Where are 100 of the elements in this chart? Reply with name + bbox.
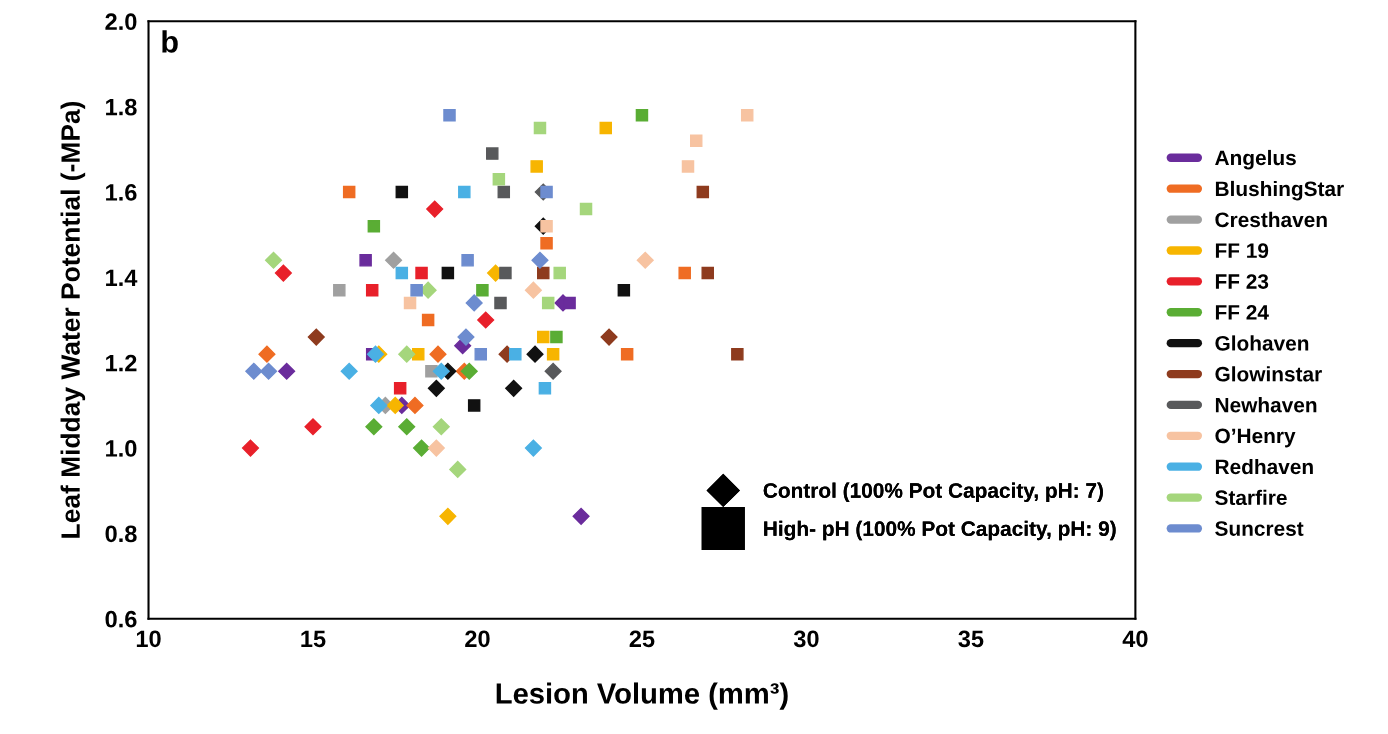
point xyxy=(432,362,450,380)
legend-label: Cresthaven xyxy=(1215,211,1327,228)
point xyxy=(342,185,356,199)
point xyxy=(544,362,562,380)
point xyxy=(333,283,346,297)
legend-label: FF 19 xyxy=(1215,243,1269,259)
point xyxy=(398,418,416,436)
point xyxy=(258,345,276,363)
y-tick-label: 0.6 xyxy=(105,610,137,628)
legend-label: Suncrest xyxy=(1215,521,1304,536)
annotation: Control (100% Pot Capacity, pH: 7) xyxy=(763,482,1103,502)
point xyxy=(415,266,428,280)
point xyxy=(395,185,409,199)
legend-label: O’Henry xyxy=(1215,428,1296,448)
point xyxy=(537,266,550,280)
legend-label: Angelus xyxy=(1215,149,1296,170)
y-tick-label: 2.0 xyxy=(105,13,137,31)
point xyxy=(540,185,553,199)
point xyxy=(260,362,278,380)
x-tick-label: 35 xyxy=(958,630,984,648)
point xyxy=(421,313,435,327)
point xyxy=(245,362,263,380)
x-axis-title: Lesion Volume (mm³) xyxy=(496,682,788,710)
point xyxy=(427,379,445,397)
annotation: High- pH (100% Pot Capacity, pH: 9) xyxy=(764,520,1116,541)
point xyxy=(689,134,703,148)
point xyxy=(486,147,499,160)
point xyxy=(550,330,563,344)
y-tick-label: 1.2 xyxy=(106,354,137,372)
point xyxy=(439,507,457,525)
point xyxy=(740,108,754,122)
point xyxy=(533,121,547,135)
point xyxy=(540,219,553,233)
point xyxy=(524,439,542,457)
point xyxy=(359,254,372,267)
x-tick-label: 10 xyxy=(136,630,161,648)
point xyxy=(340,362,358,380)
point xyxy=(412,347,425,361)
point xyxy=(530,160,543,173)
point xyxy=(731,347,744,361)
legend-label: Starfire xyxy=(1215,489,1287,506)
legend-label: Glohaven xyxy=(1215,335,1309,351)
point xyxy=(467,399,481,412)
point xyxy=(505,379,523,397)
point xyxy=(304,418,322,436)
point xyxy=(546,347,560,361)
point xyxy=(477,311,495,329)
point xyxy=(385,251,403,269)
point xyxy=(365,418,383,436)
point xyxy=(370,396,388,414)
point xyxy=(678,266,691,280)
y-tick-label: 0.8 xyxy=(105,525,137,543)
legend-label: Glowinstar xyxy=(1215,366,1322,382)
point xyxy=(457,328,475,346)
point xyxy=(526,345,544,363)
point xyxy=(681,160,695,173)
point xyxy=(427,439,445,457)
point xyxy=(600,328,618,346)
point xyxy=(365,283,379,297)
point xyxy=(599,121,613,135)
point xyxy=(367,219,381,233)
legend-label: Newhaven xyxy=(1215,397,1317,413)
point xyxy=(241,439,260,457)
point xyxy=(474,347,488,361)
point xyxy=(537,330,550,344)
x-tick-label: 40 xyxy=(1122,630,1148,648)
point xyxy=(494,296,507,310)
point xyxy=(403,296,417,310)
x-tick-label: 25 xyxy=(629,630,655,648)
point xyxy=(429,345,447,363)
point xyxy=(540,236,553,250)
point xyxy=(499,266,512,280)
point xyxy=(492,172,506,186)
point xyxy=(410,283,423,297)
point xyxy=(395,266,409,280)
point xyxy=(538,382,552,395)
y-tick-label: 1.0 xyxy=(106,440,137,457)
legend-label: Redhaven xyxy=(1215,458,1313,475)
point xyxy=(563,296,576,310)
x-tick-label: 15 xyxy=(301,630,326,648)
point xyxy=(476,283,489,297)
x-tick-label: 20 xyxy=(465,630,490,648)
legend-label: FF 23 xyxy=(1215,274,1269,289)
point xyxy=(441,266,455,280)
point xyxy=(398,345,416,363)
point xyxy=(393,382,407,395)
point xyxy=(461,254,474,267)
point xyxy=(460,362,478,380)
y-tick-label: 1.4 xyxy=(106,269,138,286)
point xyxy=(531,251,549,269)
point xyxy=(426,200,444,218)
y-axis-title: Leaf Midday Water Potential (-MPa) xyxy=(60,101,86,538)
x-tick-label: 30 xyxy=(793,630,819,648)
point xyxy=(497,185,511,199)
point xyxy=(406,396,424,414)
point xyxy=(701,266,714,280)
point xyxy=(386,396,404,414)
point xyxy=(412,439,431,457)
point xyxy=(307,328,325,346)
point xyxy=(696,185,710,199)
